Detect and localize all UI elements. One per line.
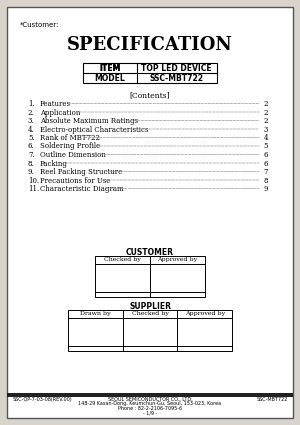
Text: [Contents]: [Contents]: [130, 91, 170, 99]
Bar: [7, 393, 293, 397]
Text: 11.: 11.: [28, 185, 39, 193]
Text: 2.: 2.: [28, 108, 35, 116]
Text: 148-29 Kasan-Dong, Keumchun-Gu, Seoul, 153-023, Korea: 148-29 Kasan-Dong, Keumchun-Gu, Seoul, 1…: [78, 402, 222, 406]
Text: SUPPLIER: SUPPLIER: [129, 302, 171, 311]
Bar: [83, 63, 217, 83]
Text: Outline Dimension: Outline Dimension: [40, 151, 106, 159]
Text: Packing: Packing: [40, 159, 68, 167]
Text: Absolute Maximum Ratings: Absolute Maximum Ratings: [40, 117, 138, 125]
Text: Features: Features: [40, 100, 71, 108]
Text: Drawn by: Drawn by: [80, 312, 111, 317]
Text: SSC-MBT722: SSC-MBT722: [256, 397, 288, 402]
Text: 5.: 5.: [28, 134, 35, 142]
Text: SSC-MBT722: SSC-MBT722: [150, 74, 204, 82]
Text: ITEM: ITEM: [99, 63, 120, 73]
Bar: [95, 256, 205, 297]
Text: Application: Application: [40, 108, 80, 116]
Text: 1.: 1.: [28, 100, 35, 108]
Text: Checked by: Checked by: [104, 258, 141, 263]
Text: 9.: 9.: [28, 168, 35, 176]
Bar: [68, 310, 232, 351]
Text: 8: 8: [263, 176, 268, 184]
Text: 6: 6: [263, 159, 268, 167]
Text: SEOUL SEMICONDUCTOR CO., LTD.: SEOUL SEMICONDUCTOR CO., LTD.: [108, 397, 192, 402]
Text: Characteristic Diagram: Characteristic Diagram: [40, 185, 124, 193]
Text: 2: 2: [263, 108, 268, 116]
Text: SPECIFICATION: SPECIFICATION: [67, 36, 233, 54]
Text: Phone : 82-2-2106-7095-6: Phone : 82-2-2106-7095-6: [118, 406, 182, 411]
Text: 7.: 7.: [28, 151, 35, 159]
Text: Precautions for Use: Precautions for Use: [40, 176, 110, 184]
Text: 10.: 10.: [28, 176, 39, 184]
Text: 3: 3: [264, 125, 268, 133]
Text: ITEM: ITEM: [99, 63, 120, 73]
Text: Reel Packing Structure: Reel Packing Structure: [40, 168, 122, 176]
Text: 7: 7: [263, 168, 268, 176]
Text: - 1/9 -: - 1/9 -: [143, 411, 157, 416]
Text: 2: 2: [263, 100, 268, 108]
Text: 6.: 6.: [28, 142, 35, 150]
Text: 8.: 8.: [28, 159, 35, 167]
Text: 4.: 4.: [28, 125, 35, 133]
Text: TOP LED DEVICE: TOP LED DEVICE: [142, 63, 212, 73]
Text: ITEM: ITEM: [99, 63, 120, 73]
Text: 6: 6: [263, 151, 268, 159]
Text: 4: 4: [263, 134, 268, 142]
Text: 3.: 3.: [28, 117, 34, 125]
Text: Soldering Profile: Soldering Profile: [40, 142, 100, 150]
Text: Approved by: Approved by: [158, 258, 198, 263]
Text: Electro-optical Characteristics: Electro-optical Characteristics: [40, 125, 148, 133]
Text: Rank of MBT722: Rank of MBT722: [40, 134, 100, 142]
Text: SSC-QP-7-03-08(REV.00): SSC-QP-7-03-08(REV.00): [13, 397, 73, 402]
Text: Approved by: Approved by: [184, 312, 225, 317]
Text: 2: 2: [263, 117, 268, 125]
Text: *Customer:: *Customer:: [20, 22, 59, 28]
Text: CUSTOMER: CUSTOMER: [126, 248, 174, 257]
Text: MODEL: MODEL: [94, 74, 125, 82]
Text: Checked by: Checked by: [132, 312, 168, 317]
Text: 9: 9: [263, 185, 268, 193]
Text: 5: 5: [263, 142, 268, 150]
